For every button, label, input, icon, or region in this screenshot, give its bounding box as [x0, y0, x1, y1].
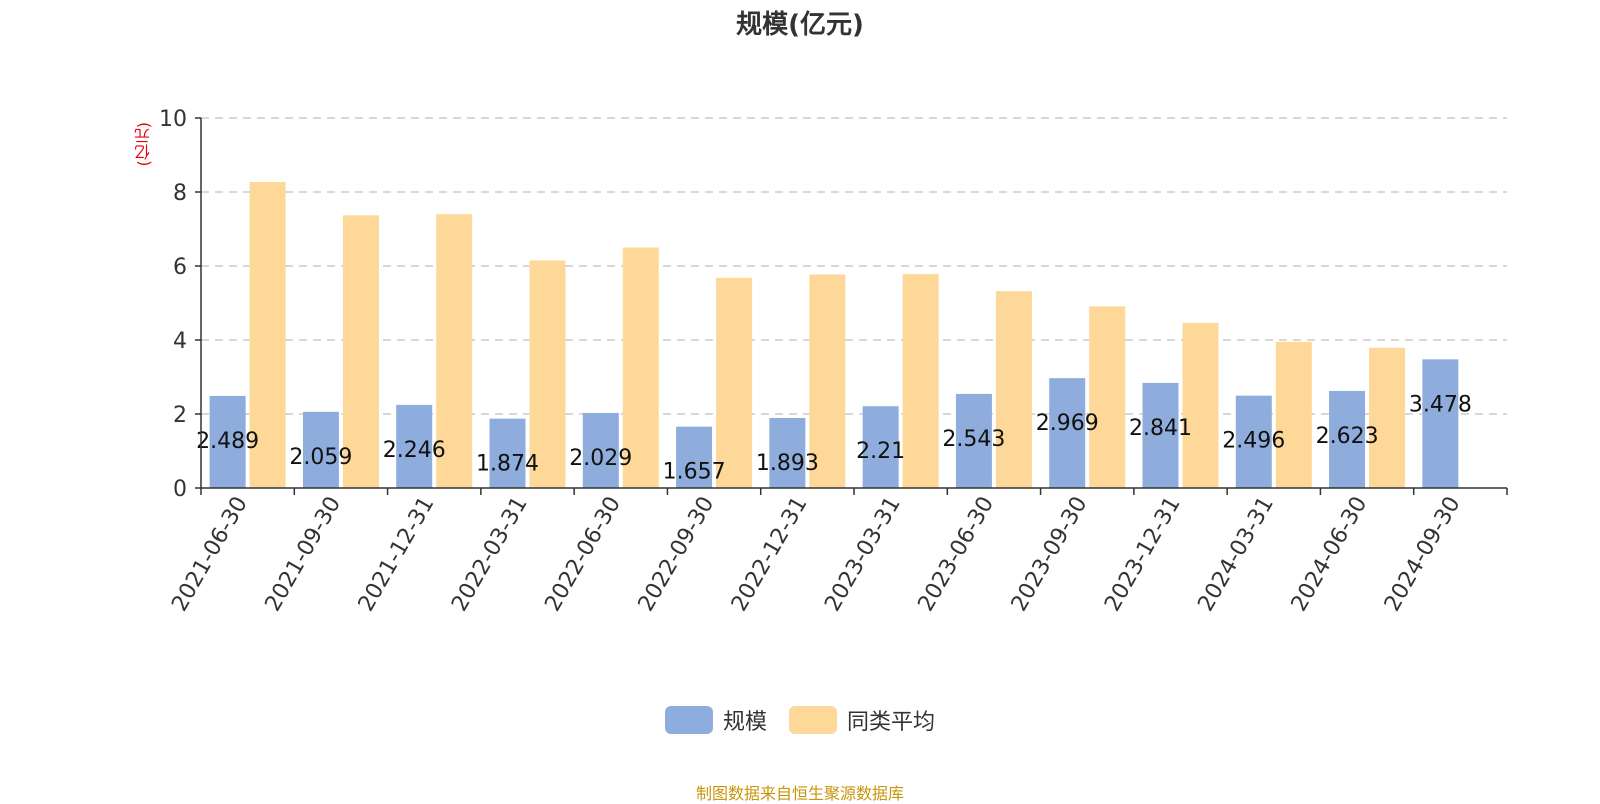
data-label-scale: 2.841	[1129, 416, 1192, 441]
bar-peer-average[interactable]	[809, 274, 846, 488]
bar-scale[interactable]	[1235, 395, 1272, 488]
y-tick-label: 2	[173, 403, 187, 428]
x-tick-label: 2023-06-30	[914, 493, 1000, 616]
x-tick-label: 2024-09-30	[1380, 493, 1466, 616]
chart-title: 规模(亿元)	[736, 10, 864, 40]
bar-scale[interactable]	[209, 395, 246, 488]
data-label-scale: 2.969	[1036, 411, 1099, 436]
bar-peer-average[interactable]	[436, 214, 473, 488]
data-label-scale: 3.478	[1409, 392, 1472, 417]
y-tick-label: 6	[173, 255, 187, 280]
bar-scale[interactable]	[1422, 359, 1459, 488]
data-label-scale: 2.543	[942, 427, 1005, 452]
bar-scale[interactable]	[676, 426, 713, 488]
bar-scale[interactable]	[955, 393, 992, 488]
data-label-scale: 2.21	[856, 439, 905, 464]
y-tick-label: 10	[159, 107, 187, 132]
legend-swatch-peer-average	[789, 706, 837, 734]
legend-item-scale[interactable]: 规模	[664, 704, 767, 736]
bar-peer-average[interactable]	[1275, 341, 1312, 488]
bar-scale[interactable]	[302, 411, 339, 488]
legend: 规模 同类平均	[0, 704, 1600, 736]
plot-area: 0 2 4 6 8 10 2.489 2.059 2.246 1.874 2.029 1.657 1.8…	[159, 107, 1508, 616]
bar-peer-average[interactable]	[1089, 306, 1126, 488]
x-tick-label: 2022-06-30	[540, 493, 626, 616]
data-label-scale: 2.489	[196, 429, 259, 454]
bar-peer-average[interactable]	[529, 260, 566, 488]
bar-peer-average[interactable]	[1369, 347, 1406, 488]
x-tick-label: 2021-12-31	[354, 493, 440, 616]
data-label-scale: 1.893	[756, 451, 819, 476]
x-tick-label: 2024-06-30	[1287, 493, 1373, 616]
x-tick-label: 2021-06-30	[167, 493, 253, 616]
x-tick-label: 2023-12-31	[1100, 493, 1186, 616]
data-label-scale: 1.657	[663, 460, 726, 485]
x-tick-label: 2023-03-31	[820, 492, 906, 615]
bar-scale[interactable]	[1142, 382, 1179, 488]
bar-scale[interactable]	[1329, 390, 1366, 488]
bar-peer-average[interactable]	[1182, 322, 1219, 488]
x-tick-label: 2023-09-30	[1007, 493, 1093, 616]
y-tick-label: 8	[173, 181, 187, 206]
x-tick-label: 2022-12-31	[727, 493, 813, 616]
x-tick-label: 2021-09-30	[261, 493, 347, 616]
legend-item-peer-average[interactable]: 同类平均	[789, 704, 935, 736]
bar-scale[interactable]	[1049, 378, 1086, 488]
data-label-scale: 2.623	[1316, 424, 1379, 449]
bar-peer-average[interactable]	[995, 291, 1032, 488]
bar-peer-average[interactable]	[716, 277, 753, 488]
legend-label-scale: 规模	[722, 710, 767, 735]
bar-scale[interactable]	[582, 412, 619, 488]
bar-peer-average[interactable]	[342, 215, 379, 488]
bar-peer-average[interactable]	[902, 274, 939, 488]
data-source-note: 制图数据来自恒生聚源数据库	[695, 784, 904, 803]
bar-scale[interactable]	[769, 417, 806, 488]
x-tick-label: 2022-09-30	[634, 493, 720, 616]
bar-scale[interactable]	[489, 418, 526, 488]
bar-scale[interactable]	[862, 406, 899, 488]
legend-swatch-scale	[664, 706, 713, 734]
x-tick-label: 2024-03-31	[1193, 493, 1279, 616]
data-label-scale: 1.874	[476, 452, 539, 477]
x-tick-label: 2022-03-31	[447, 493, 533, 616]
data-label-scale: 2.029	[569, 446, 632, 471]
y-tick-label: 4	[173, 329, 187, 354]
bar-peer-average[interactable]	[249, 182, 286, 488]
data-label-scale: 2.246	[383, 438, 446, 463]
legend-label-peer-average: 同类平均	[847, 710, 936, 735]
bar-scale[interactable]	[396, 404, 433, 488]
data-label-scale: 2.496	[1222, 429, 1285, 454]
data-label-scale: 2.059	[289, 445, 352, 470]
bar-peer-average[interactable]	[622, 247, 659, 489]
y-tick-label: 0	[173, 477, 187, 502]
